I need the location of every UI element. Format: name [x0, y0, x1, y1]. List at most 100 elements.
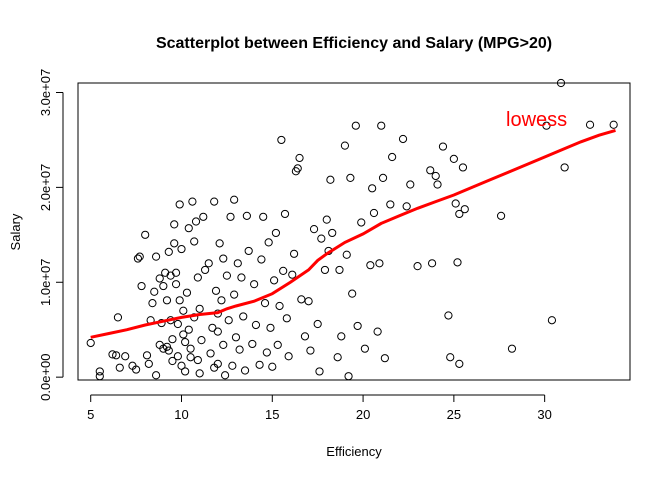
- data-point: [455, 209, 464, 219]
- data-point: [377, 121, 386, 130]
- data-point: [300, 332, 310, 341]
- y-axis: 0.0e+00 1.0e+07 2.0e+07 3.0e+07: [38, 69, 64, 401]
- data-point: [438, 142, 448, 151]
- data-point: [340, 141, 350, 150]
- x-tick-label: 20: [356, 407, 370, 422]
- data-point: [193, 355, 202, 365]
- y-tick-label: 0.0e+00: [38, 353, 53, 400]
- chart-title: Scatterplot between Efficiency and Salar…: [156, 35, 552, 52]
- data-point: [173, 352, 182, 361]
- data-point: [322, 215, 331, 224]
- data-point: [386, 200, 395, 209]
- data-point: [413, 262, 422, 271]
- data-point: [556, 78, 566, 88]
- data-point: [188, 197, 197, 206]
- lowess-annotation: lowess: [506, 109, 567, 131]
- x-axis: 5 10 15 20 25 30: [87, 394, 552, 422]
- scatter-points: [86, 78, 618, 381]
- data-point: [115, 363, 124, 372]
- data-point: [496, 211, 506, 220]
- x-tick-label: 30: [537, 407, 551, 422]
- data-point: [366, 261, 375, 270]
- data-point: [182, 288, 192, 297]
- data-point: [353, 321, 362, 331]
- lowess-line: [90, 128, 616, 339]
- data-point: [164, 346, 173, 355]
- data-point: [260, 299, 270, 308]
- data-point: [95, 372, 104, 381]
- data-point: [148, 299, 157, 308]
- data-point: [201, 265, 210, 275]
- data-point: [184, 224, 193, 233]
- data-point: [357, 218, 366, 227]
- data-point: [250, 280, 259, 289]
- data-point: [208, 323, 217, 332]
- data-point: [181, 367, 190, 376]
- data-point: [297, 295, 306, 304]
- data-point: [179, 306, 188, 315]
- data-point: [271, 228, 281, 238]
- data-point: [268, 362, 277, 371]
- data-point: [585, 120, 595, 129]
- data-point: [224, 316, 233, 325]
- data-point: [175, 296, 184, 305]
- data-point: [375, 259, 384, 268]
- y-tick-label: 1.0e+07: [38, 259, 53, 306]
- data-point: [257, 255, 266, 264]
- data-point: [186, 344, 195, 353]
- data-point: [213, 359, 222, 368]
- data-point: [151, 252, 161, 261]
- data-point: [210, 197, 219, 206]
- data-point: [309, 225, 319, 234]
- data-point: [313, 319, 322, 329]
- data-point: [262, 348, 271, 357]
- data-point: [230, 195, 239, 204]
- data-point: [199, 212, 208, 221]
- data-point: [113, 313, 123, 322]
- data-point: [273, 340, 282, 349]
- data-point: [240, 366, 250, 375]
- x-tick-label: 10: [174, 407, 188, 422]
- data-point: [560, 163, 569, 172]
- data-point: [248, 339, 257, 349]
- data-point: [280, 209, 290, 219]
- data-point: [151, 371, 161, 380]
- data-point: [220, 371, 230, 380]
- data-point: [427, 259, 437, 268]
- plot-frame: [77, 82, 631, 381]
- data-point: [458, 163, 468, 172]
- data-point: [547, 316, 557, 325]
- data-point: [162, 296, 172, 305]
- data-point: [150, 287, 159, 296]
- data-point: [378, 173, 388, 182]
- data-point: [173, 319, 182, 329]
- data-point: [284, 352, 293, 361]
- data-point: [380, 354, 389, 363]
- data-point: [132, 365, 141, 374]
- data-point: [170, 239, 179, 248]
- data-point: [293, 164, 302, 173]
- y-axis-label: Salary: [8, 213, 23, 250]
- data-point: [164, 247, 173, 257]
- data-point: [219, 340, 228, 349]
- data-point: [233, 259, 242, 268]
- x-axis-label: Efficiency: [326, 444, 382, 459]
- data-point: [211, 286, 221, 295]
- data-point: [181, 337, 190, 347]
- data-point: [177, 244, 186, 254]
- data-point: [142, 351, 152, 360]
- data-point: [348, 289, 357, 298]
- data-point: [431, 171, 440, 181]
- data-point: [141, 230, 150, 239]
- data-point: [369, 208, 379, 218]
- data-point: [275, 301, 284, 311]
- data-point: [426, 166, 435, 175]
- data-point: [460, 205, 469, 214]
- data-point: [317, 234, 326, 243]
- data-point: [279, 266, 288, 275]
- data-point: [326, 175, 335, 184]
- data-point: [179, 330, 188, 339]
- data-point: [433, 180, 442, 189]
- data-point: [507, 344, 517, 353]
